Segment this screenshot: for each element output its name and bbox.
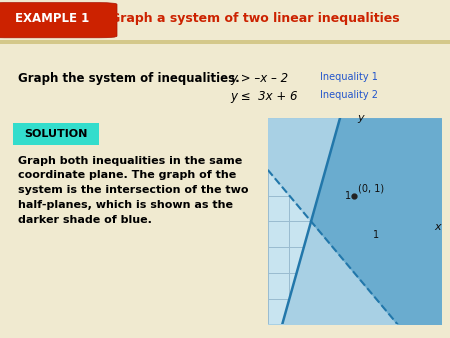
FancyBboxPatch shape (13, 123, 99, 145)
Text: Graph a system of two linear inequalities: Graph a system of two linear inequalitie… (110, 13, 400, 25)
Text: Inequality 1: Inequality 1 (320, 72, 378, 82)
Text: Inequality 2: Inequality 2 (320, 90, 378, 100)
Text: EXAMPLE 1: EXAMPLE 1 (14, 13, 89, 25)
FancyBboxPatch shape (0, 3, 117, 38)
Text: y: y (357, 113, 364, 123)
Text: Graph both inequalities in the same
coordinate plane. The graph of the
system is: Graph both inequalities in the same coor… (18, 155, 248, 225)
Text: (0, 1): (0, 1) (358, 184, 384, 194)
FancyBboxPatch shape (0, 41, 450, 44)
FancyBboxPatch shape (0, 0, 450, 44)
Text: y ≤  3x + 6: y ≤ 3x + 6 (230, 90, 297, 103)
Text: 1: 1 (373, 230, 379, 240)
Text: x: x (434, 222, 441, 232)
Text: y > –x – 2: y > –x – 2 (230, 72, 288, 85)
Text: SOLUTION: SOLUTION (24, 129, 88, 139)
Text: 1: 1 (345, 191, 351, 201)
Text: Graph the system of inequalities.: Graph the system of inequalities. (18, 72, 240, 85)
